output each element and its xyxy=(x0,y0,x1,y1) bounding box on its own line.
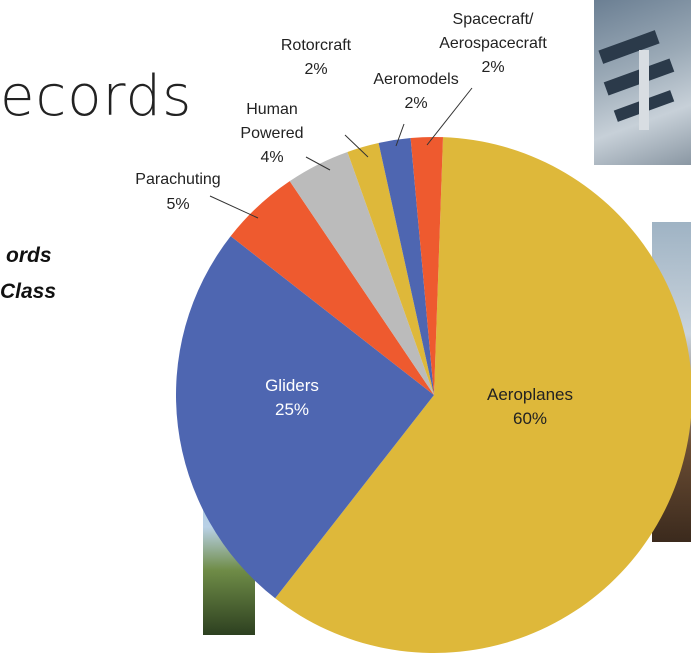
leader-line-aeromodels xyxy=(395,123,405,147)
pie-slice-aeromodels xyxy=(378,138,434,395)
slice-label-spacecraft-aerospacecraft: Spacecraft/Aerospacecraft 2% xyxy=(439,11,547,76)
slice-label-aeroplanes: Aeroplanes 60% xyxy=(487,385,573,428)
leader-line-spacecraft-aerospacecraft xyxy=(426,87,473,146)
pie-slice-gliders xyxy=(176,236,434,599)
slice-label-aeromodels: Aeromodels 2% xyxy=(373,71,458,112)
pie-slice-human-powered xyxy=(289,151,434,395)
slice-label-parachuting: Parachuting 5% xyxy=(135,171,220,213)
pie-slice-aeroplanes xyxy=(275,137,691,653)
subtitle-line-2: Class xyxy=(0,280,57,303)
page-title: ecords xyxy=(0,64,193,129)
leader-line-rotorcraft xyxy=(344,134,369,158)
spacecraft-photo xyxy=(594,0,691,165)
pie-slice-spacecraft-aerospacecraft xyxy=(410,137,444,395)
slice-label-rotorcraft: Rotorcraft 2% xyxy=(281,37,352,78)
subtitle-line-1: ords xyxy=(6,244,52,267)
slice-label-gliders: Gliders 25% xyxy=(265,376,319,419)
pie-slice-rotorcraft xyxy=(347,143,434,395)
pie-slice-parachuting xyxy=(230,181,434,395)
leader-line-parachuting xyxy=(209,195,259,219)
leader-line-human-powered xyxy=(305,156,331,171)
slice-label-human-powered: Human Powered 4% xyxy=(240,101,303,166)
